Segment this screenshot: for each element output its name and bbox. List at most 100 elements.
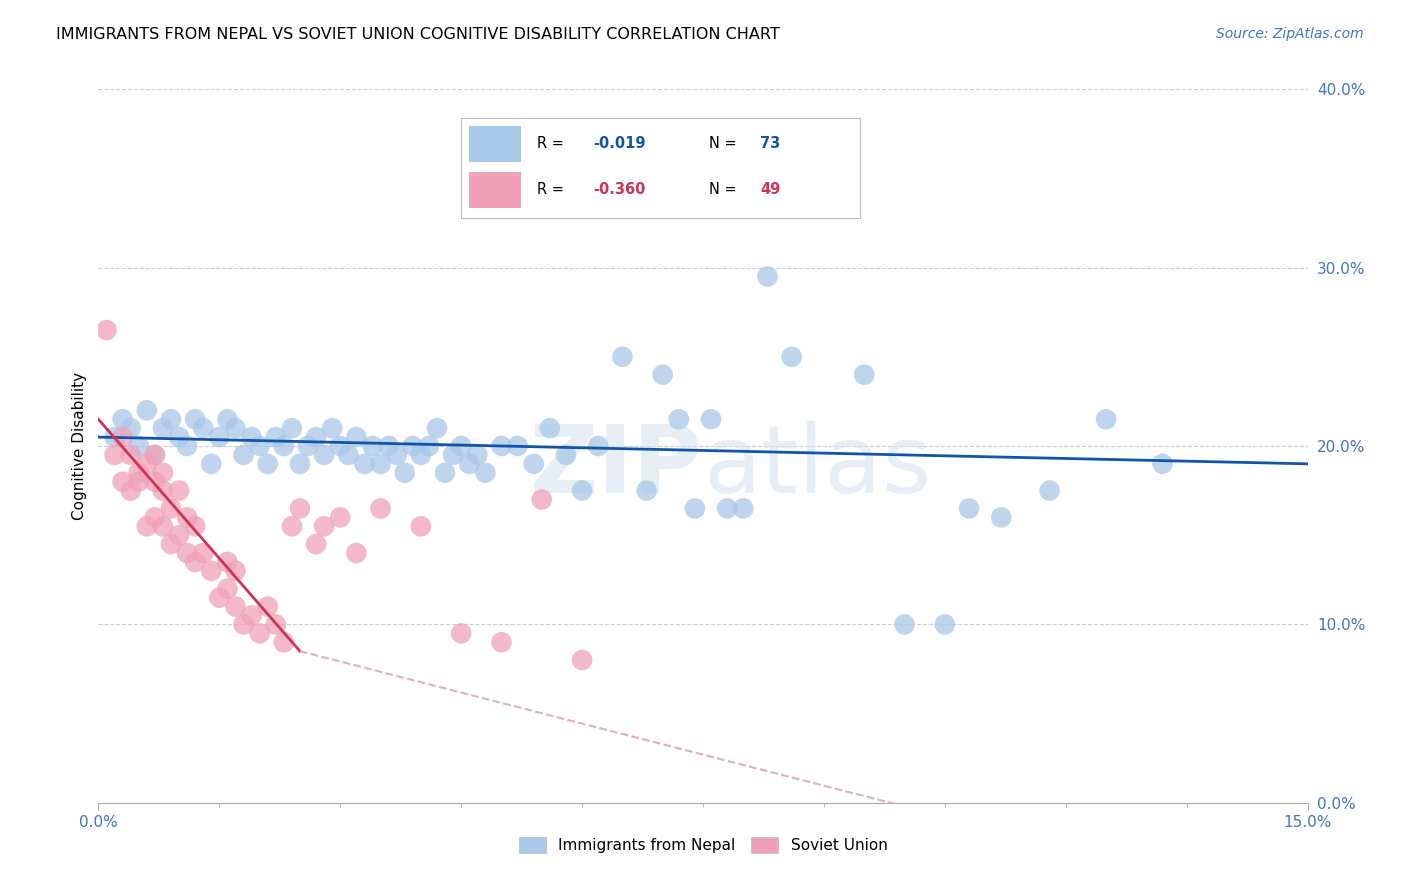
Point <box>523 457 546 471</box>
Point <box>152 421 174 435</box>
Point <box>329 439 352 453</box>
Point <box>305 430 328 444</box>
Point <box>1095 412 1118 426</box>
Point <box>458 457 481 471</box>
Point <box>756 269 779 284</box>
Legend: Immigrants from Nepal, Soviet Union: Immigrants from Nepal, Soviet Union <box>512 831 894 859</box>
Point <box>249 439 271 453</box>
Point <box>200 457 222 471</box>
Point <box>120 483 142 498</box>
Point <box>651 368 673 382</box>
Point <box>143 448 166 462</box>
Point <box>434 466 457 480</box>
Point <box>957 501 980 516</box>
Point <box>612 350 634 364</box>
Point <box>217 555 239 569</box>
Point <box>176 510 198 524</box>
Point <box>530 492 553 507</box>
Point <box>538 421 561 435</box>
Point <box>103 448 125 462</box>
Point <box>128 439 150 453</box>
Point <box>152 466 174 480</box>
Point <box>264 617 287 632</box>
Point <box>733 501 755 516</box>
Point <box>337 448 360 462</box>
Point <box>111 475 134 489</box>
Point <box>200 564 222 578</box>
Point <box>120 421 142 435</box>
Point <box>128 475 150 489</box>
Point <box>224 599 246 614</box>
Point <box>571 483 593 498</box>
Point <box>232 617 254 632</box>
Point <box>813 189 835 203</box>
Point <box>143 510 166 524</box>
Point <box>370 501 392 516</box>
Point <box>193 546 215 560</box>
Point <box>256 457 278 471</box>
Point <box>441 448 464 462</box>
Point <box>160 412 183 426</box>
Point <box>240 608 263 623</box>
Text: IMMIGRANTS FROM NEPAL VS SOVIET UNION COGNITIVE DISABILITY CORRELATION CHART: IMMIGRANTS FROM NEPAL VS SOVIET UNION CO… <box>56 27 780 42</box>
Point <box>314 448 336 462</box>
Point <box>176 439 198 453</box>
Text: ZIP: ZIP <box>530 421 703 514</box>
Point <box>167 483 190 498</box>
Point <box>990 510 1012 524</box>
Point <box>264 430 287 444</box>
Point <box>281 421 304 435</box>
Point <box>450 439 472 453</box>
Point <box>385 448 408 462</box>
Point <box>370 457 392 471</box>
Point <box>586 439 609 453</box>
Point <box>160 501 183 516</box>
Point <box>184 555 207 569</box>
Point <box>297 439 319 453</box>
Point <box>160 537 183 551</box>
Point <box>474 466 496 480</box>
Point <box>344 546 367 560</box>
Point <box>281 519 304 533</box>
Point <box>167 528 190 542</box>
Point <box>465 448 488 462</box>
Point <box>491 635 513 649</box>
Point <box>135 457 157 471</box>
Point <box>636 483 658 498</box>
Point <box>184 519 207 533</box>
Point <box>135 519 157 533</box>
Point <box>208 591 231 605</box>
Point <box>167 430 190 444</box>
Point <box>344 430 367 444</box>
Point <box>934 617 956 632</box>
Point <box>217 412 239 426</box>
Point <box>683 501 706 516</box>
Point <box>353 457 375 471</box>
Point <box>288 457 311 471</box>
Point <box>103 430 125 444</box>
Point <box>288 501 311 516</box>
Point <box>217 582 239 596</box>
Point <box>152 483 174 498</box>
Point <box>321 421 343 435</box>
Point <box>571 653 593 667</box>
Point <box>450 626 472 640</box>
Point <box>668 412 690 426</box>
Point <box>491 439 513 453</box>
Point <box>1039 483 1062 498</box>
Point <box>329 510 352 524</box>
Point <box>394 466 416 480</box>
Y-axis label: Cognitive Disability: Cognitive Disability <box>72 372 87 520</box>
Point <box>111 430 134 444</box>
Point <box>273 439 295 453</box>
Point <box>240 430 263 444</box>
Point <box>152 519 174 533</box>
Point <box>96 323 118 337</box>
Point <box>893 617 915 632</box>
Point <box>143 475 166 489</box>
Point <box>135 403 157 417</box>
Point <box>256 599 278 614</box>
Point <box>853 368 876 382</box>
Point <box>143 448 166 462</box>
Point <box>402 439 425 453</box>
